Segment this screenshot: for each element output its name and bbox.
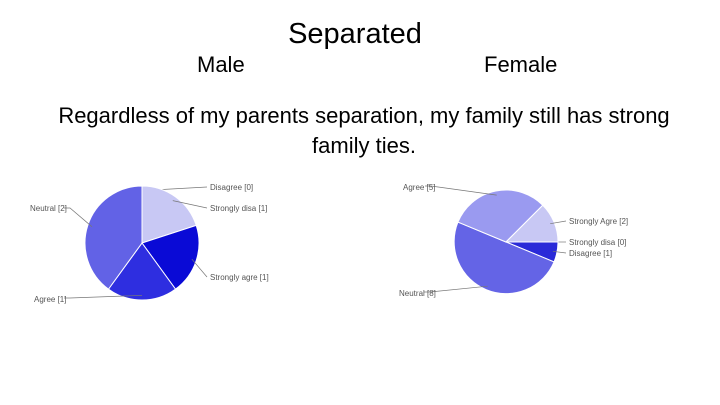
female-neutral-slice — [453, 221, 555, 295]
female-column-label: Female — [484, 52, 558, 77]
male-neutral-slice — [84, 185, 143, 290]
female-pie-svg: Strongly disa [0] Disagree [1] Neutral [8]… — [399, 183, 628, 298]
male-strongly-disa-slice — [141, 185, 197, 244]
male-pie-chart: Disagree [0] Strongly disa [1] Strongly ag… — [20, 170, 340, 315]
male-pie-svg: Disagree [0] Strongly disa [1] Strongly ag… — [30, 183, 269, 304]
male-strongly-agre-slice — [141, 224, 200, 290]
male-strongly-agre-leader-line — [191, 258, 208, 278]
male-neutral-leader-line — [64, 207, 93, 228]
survey-question: Regardless of my parents separation, my … — [58, 103, 670, 158]
male-neutral-label: Neutral [2] — [30, 204, 67, 213]
male-agree-slice — [107, 242, 177, 301]
female-neutral-leader-line — [424, 285, 488, 293]
male-agree-label: Agree [1] — [34, 295, 66, 304]
male-disagree-label: Disagree [0] — [210, 183, 253, 192]
male-strongly-disa-leader-line — [172, 200, 208, 209]
male-column-label: Male — [197, 52, 245, 77]
female-pie-chart: Strongly disa [0] Disagree [1] Neutral [8]… — [388, 170, 668, 315]
female-disagree-label: Disagree [1] — [569, 249, 612, 258]
male-agree-leader-line — [64, 295, 143, 299]
female-strongly-disa-label: Strongly disa [0] — [569, 238, 626, 247]
female-strongly-agre-slice — [504, 204, 559, 243]
female-agree-slice — [457, 189, 544, 243]
slide-title: Separated — [288, 18, 422, 50]
female-agree-label: Agree [5] — [403, 183, 435, 192]
female-disagree-leader-line — [552, 250, 567, 254]
male-strongly-disa-label: Strongly disa [1] — [210, 204, 267, 213]
female-strongly-agre-label: Strongly Agre [2] — [569, 217, 628, 226]
female-strongly-agre-leader-line — [550, 220, 567, 225]
female-neutral-label: Neutral [8] — [399, 289, 436, 298]
male-strongly-agre-label: Strongly agre [1] — [210, 273, 269, 282]
female-agree-leader-line — [425, 185, 497, 196]
